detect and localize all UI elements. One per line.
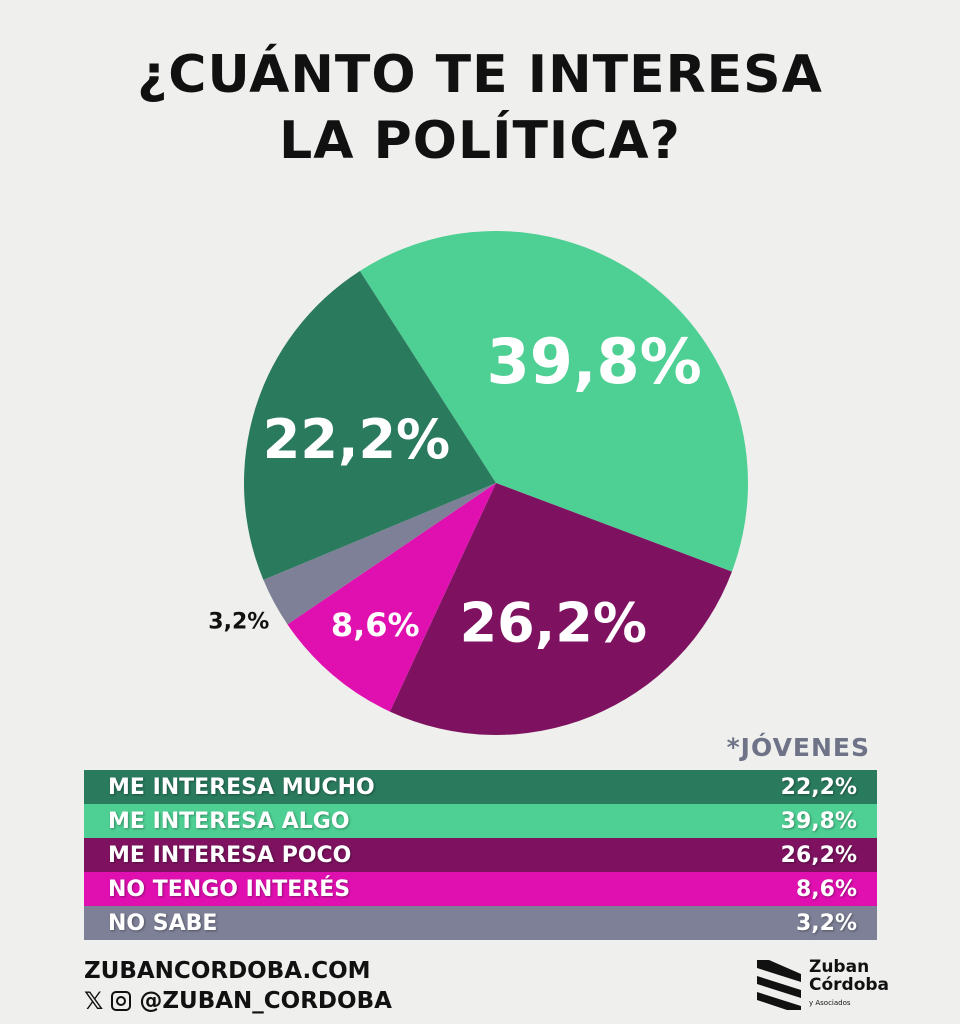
pie-slice	[287, 483, 496, 712]
social-handle[interactable]: @ZUBAN_CORDOBA	[139, 988, 392, 1014]
x-icon[interactable]: 𝕏	[84, 987, 104, 1015]
legend-label: ME INTERESA MUCHO	[108, 774, 375, 800]
logo-mark-icon	[757, 960, 801, 1010]
chart-subtitle: *JÓVENES	[726, 733, 870, 762]
title-line-2: LA POLÍTICA?	[279, 111, 681, 171]
title-line-1: ¿CUÁNTO TE INTERESA	[137, 45, 823, 105]
legend-row: ME INTERESA ALGO 39,8%	[84, 804, 877, 838]
pie-slice	[389, 483, 732, 736]
slice-label: 22,2%	[263, 408, 450, 471]
pie-slice	[243, 270, 496, 580]
logo-text-3: y Asociados	[809, 999, 851, 1007]
legend-value: 39,8%	[780, 808, 857, 834]
legend-label: NO TENGO INTERÉS	[108, 876, 351, 902]
chart-title: ¿CUÁNTO TE INTERESA LA POLÍTICA?	[0, 42, 960, 174]
legend-row: NO SABE 3,2%	[84, 906, 877, 940]
logo-text-1: Zuban	[809, 957, 870, 977]
instagram-icon[interactable]	[111, 991, 132, 1011]
slice-label: 39,8%	[487, 325, 702, 398]
slice-label: 3,2%	[208, 609, 269, 634]
pie-slice	[263, 483, 496, 625]
legend-row: ME INTERESA MUCHO 22,2%	[84, 770, 877, 804]
logo-text-2: Córdoba	[809, 975, 890, 995]
slice-label: 8,6%	[331, 606, 420, 644]
legend-value: 26,2%	[780, 842, 857, 868]
pie-slice	[359, 230, 749, 572]
legend-value: 22,2%	[780, 774, 857, 800]
legend-row: ME INTERESA POCO 26,2%	[84, 838, 877, 872]
footer: ZUBANCORDOBA.COM 𝕏 @ZUBAN_CORDOBA	[84, 956, 392, 1016]
legend-label: NO SABE	[108, 910, 218, 936]
logo: Zuban Córdoba y Asociados	[757, 958, 889, 1012]
legend-value: 3,2%	[795, 910, 857, 936]
slice-label: 26,2%	[460, 591, 647, 654]
legend-label: ME INTERESA ALGO	[108, 808, 350, 834]
legend-row: NO TENGO INTERÉS 8,6%	[84, 872, 877, 906]
legend-label: ME INTERESA POCO	[108, 842, 352, 868]
legend-table: ME INTERESA MUCHO 22,2% ME INTERESA ALGO 39…	[84, 770, 877, 940]
website-link[interactable]: ZUBANCORDOBA.COM	[84, 958, 371, 984]
legend-value: 8,6%	[795, 876, 857, 902]
